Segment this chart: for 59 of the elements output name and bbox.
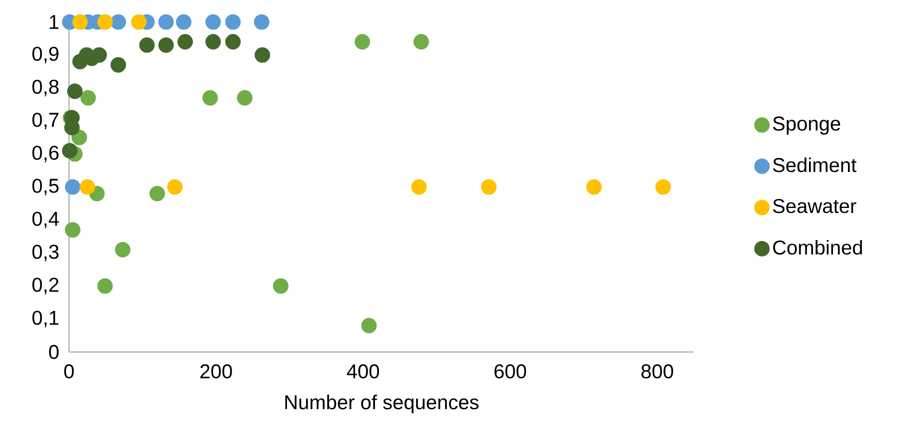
legend-label: Seawater [773, 198, 856, 214]
point [225, 34, 241, 50]
point [655, 179, 671, 195]
point [205, 34, 221, 50]
x-axis-title: Number of sequences [285, 394, 479, 414]
point [254, 14, 270, 30]
point [131, 14, 147, 30]
y-tick-label: 0,2 [32, 278, 58, 294]
point [150, 186, 165, 202]
y-tick-label: 0,9 [32, 46, 58, 64]
y-tick-label: 0 [49, 344, 59, 360]
point [225, 14, 241, 30]
y-tick-label: 0,4 [32, 212, 59, 228]
point [91, 47, 107, 63]
point [202, 90, 218, 106]
point [177, 34, 193, 50]
point [139, 37, 155, 53]
y-tick-label: 0,3 [32, 244, 59, 262]
point [72, 14, 88, 30]
point [80, 179, 96, 195]
x-tick-label: 400 [346, 364, 380, 378]
legend-label: Combined [773, 240, 862, 255]
y-tick-label: 0,7 [32, 112, 58, 130]
point [72, 130, 88, 146]
point [80, 90, 96, 106]
point [586, 179, 602, 195]
point [64, 179, 80, 195]
point [62, 142, 78, 158]
point [176, 14, 192, 30]
point [64, 222, 80, 238]
x-tick-label: 600 [494, 364, 526, 378]
y-tick-label: 0,1 [32, 310, 58, 328]
point [254, 47, 270, 63]
point [158, 14, 174, 30]
point [354, 34, 370, 50]
y-tick-label: 0,8 [32, 80, 59, 96]
point [114, 242, 130, 258]
point [413, 34, 429, 50]
y-tick-label: 0,6 [32, 146, 59, 162]
x-tick-label: 0 [64, 364, 74, 378]
legend-label: Sediment [773, 158, 856, 172]
point [97, 14, 113, 30]
point [237, 90, 252, 106]
point [67, 84, 83, 100]
point [481, 179, 497, 195]
point [167, 179, 183, 195]
y-tick-label: 0,5 [32, 178, 59, 196]
point [158, 37, 174, 53]
x-tick-label: 800 [641, 364, 674, 378]
x-tick-label: 200 [200, 364, 232, 378]
point [110, 14, 126, 30]
point [273, 278, 289, 294]
point [361, 318, 377, 334]
point [411, 179, 427, 195]
y-tick-label: 1 [50, 15, 58, 29]
legend-label: Sponge [773, 116, 840, 135]
point [110, 57, 126, 73]
point [97, 278, 113, 294]
point [205, 14, 221, 30]
